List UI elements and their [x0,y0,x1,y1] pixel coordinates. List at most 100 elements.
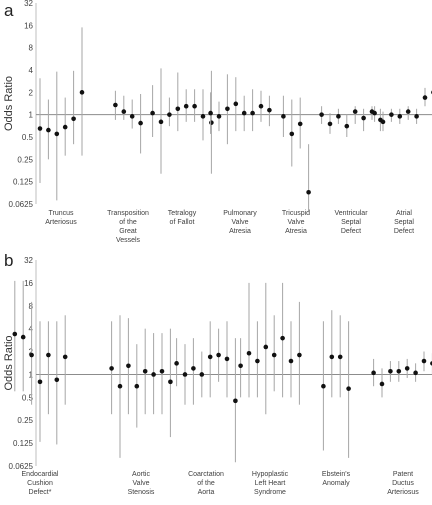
point-estimate [238,363,243,369]
panel-letter: a [4,1,14,20]
y-tick-label: 2 [29,348,34,357]
y-tick-label: 0.5 [22,393,34,402]
point-estimate [225,106,230,112]
point-estimate [54,377,60,383]
y-tick-label: 0.25 [17,416,33,425]
y-tick-label: 8 [29,302,34,311]
y-tick-label: 1 [29,370,34,379]
group-label: Atrial Septal Defect [394,210,414,235]
point-estimate [281,114,286,119]
point-estimate [352,109,358,114]
point-estimate [46,127,51,133]
point-estimate [224,356,230,362]
group-label: Tetralogy of Fallot [168,210,197,226]
point-estimate [216,352,221,358]
group-label: Coarctation of the Aorta [188,471,224,496]
point-estimate [255,358,260,364]
point-estimate [233,398,238,404]
point-estimate [71,116,76,122]
point-estimate [209,120,214,125]
group-label: Hypoplastic Left Heart Syndrome [252,471,289,496]
point-estimate [12,331,18,337]
group-label: Ventricular Septal Defect [334,210,368,235]
point-estimate [37,126,43,131]
point-estimate [20,334,26,340]
point-estimate [397,114,403,119]
point-estimate [150,110,155,116]
point-estimate [289,131,295,137]
point-estimate [344,123,350,129]
y-tick-label: 32 [24,256,33,265]
point-estimate [113,102,118,108]
y-tick-label: 4 [29,66,34,75]
point-estimate [371,370,376,376]
point-estimate [327,121,333,127]
point-estimate [62,124,68,130]
point-estimate [388,368,393,374]
point-estimate [183,103,189,109]
group-label: Endocardial Cushion Defect* [22,471,59,496]
point-estimate [142,368,148,374]
point-estimate [337,354,343,360]
point-estimate [54,131,60,137]
point-estimate [280,335,285,341]
point-estimate [199,372,205,377]
point-estimate [158,119,164,125]
point-estimate [379,381,385,387]
point-estimate [361,115,366,121]
point-estimate [174,361,179,366]
point-estimate [250,110,255,116]
point-estimate [346,386,351,391]
point-estimate [271,352,277,358]
point-estimate [216,114,222,119]
point-estimate [46,352,51,358]
point-estimate [389,112,394,117]
point-estimate [208,110,213,116]
point-estimate [129,114,135,119]
y-tick-label: 0.125 [13,178,34,187]
point-estimate [126,363,131,369]
point-estimate [134,383,140,389]
point-estimate [329,354,335,360]
group-label: Ebstein's Anomaly [322,471,351,487]
point-estimate [321,383,326,389]
point-estimate [306,189,311,195]
y-tick-label: 2 [29,88,34,97]
point-estimate [168,379,173,385]
point-estimate [258,103,264,109]
point-estimate [182,372,188,377]
point-estimate [380,119,386,125]
point-estimate [151,372,156,377]
point-estimate [372,110,377,116]
point-estimate [207,354,213,360]
point-estimate [200,114,206,119]
point-estimate [413,370,418,376]
point-estimate [396,368,402,374]
point-estimate [167,112,172,117]
group-label: Tricuspid Valve Atresia [282,210,310,235]
point-estimate [121,109,127,114]
point-estimate [159,368,165,374]
group-label: Transposition of the Great Vessels [107,210,149,244]
point-estimate [175,106,181,112]
point-estimate [138,120,143,126]
y-tick-label: 0.25 [17,155,33,164]
group-label: Patent Ductus Arteriosus [387,471,419,496]
panel-letter: b [4,251,13,270]
point-estimate [246,350,252,356]
point-estimate [263,344,269,350]
point-estimate [109,366,114,371]
y-tick-label: 16 [24,21,33,30]
point-estimate [405,109,411,114]
y-tick-label: 4 [29,325,34,334]
point-estimate [62,354,68,360]
point-estimate [79,90,85,95]
point-estimate [414,114,419,119]
group-label: Aortic Valve Stenosis [128,471,155,496]
point-estimate [288,358,294,364]
point-estimate [336,114,341,119]
y-tick-label: 8 [29,44,34,53]
y-tick-label: 1 [29,111,34,120]
